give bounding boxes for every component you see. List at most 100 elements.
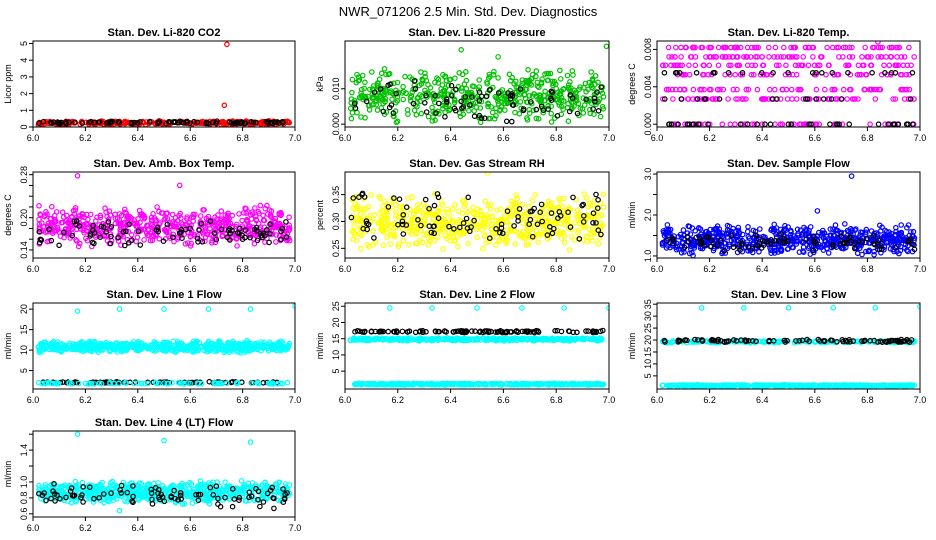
point (807, 233, 813, 239)
point (234, 119, 241, 126)
point (666, 121, 672, 127)
point (591, 336, 598, 343)
point (659, 96, 666, 102)
point (446, 229, 452, 235)
point (519, 201, 526, 208)
point (516, 206, 523, 212)
point (150, 232, 156, 239)
point (248, 226, 255, 232)
series-colored-low (35, 379, 291, 387)
point (111, 345, 118, 352)
point (170, 234, 176, 241)
point (471, 113, 478, 120)
point (439, 102, 446, 109)
point (368, 69, 375, 75)
point (867, 240, 874, 246)
point (506, 207, 512, 213)
point (565, 84, 572, 91)
point (267, 221, 273, 228)
point (383, 109, 390, 116)
point (598, 200, 604, 207)
point (278, 228, 284, 235)
x-tick-label: 6.4 (756, 264, 769, 274)
point (694, 96, 701, 102)
point (402, 223, 409, 229)
point (56, 242, 62, 249)
point (716, 226, 723, 232)
point (549, 89, 556, 96)
point (384, 207, 391, 213)
point (439, 82, 446, 88)
point (221, 349, 227, 356)
point (836, 54, 842, 60)
point (535, 116, 542, 122)
point (771, 247, 778, 254)
point (597, 113, 604, 120)
point (487, 115, 494, 122)
data-points (659, 173, 918, 258)
point (829, 70, 836, 76)
point (393, 209, 399, 215)
point (369, 102, 375, 108)
point (96, 119, 103, 125)
point (42, 380, 49, 387)
point (667, 244, 673, 251)
y-tick-label: 5 (19, 368, 29, 373)
point (409, 216, 416, 222)
point (760, 242, 767, 249)
x-tick-label: 6.0 (27, 264, 40, 274)
point (739, 231, 746, 238)
point (678, 234, 685, 241)
point (565, 118, 572, 125)
point (177, 380, 184, 387)
point (795, 230, 801, 237)
point (158, 343, 164, 350)
y-tick-label: 0 (19, 124, 29, 129)
point (545, 77, 551, 83)
point (365, 203, 372, 210)
point (526, 221, 533, 228)
point (749, 245, 756, 252)
point (174, 345, 181, 352)
point (664, 222, 671, 228)
point (778, 248, 785, 254)
point (789, 244, 796, 251)
point (519, 77, 526, 83)
point (580, 213, 587, 219)
point (257, 202, 264, 209)
point (484, 214, 491, 221)
point (595, 108, 602, 114)
point (385, 71, 392, 78)
point (418, 110, 425, 117)
point (818, 70, 825, 76)
point (770, 226, 777, 232)
point (195, 380, 201, 387)
point (783, 86, 790, 93)
point (267, 211, 274, 218)
y-axis: 0.250.300.35 (331, 186, 345, 257)
point (443, 99, 450, 105)
point (661, 96, 668, 102)
point (893, 237, 900, 243)
panel-title: Stan. Dev. Li-820 CO2 (108, 27, 221, 39)
point (470, 209, 477, 216)
point (350, 195, 357, 201)
point (511, 335, 518, 341)
point (112, 220, 119, 227)
point (366, 337, 373, 344)
point (710, 96, 717, 102)
point (223, 380, 230, 387)
point (224, 343, 231, 349)
point (361, 213, 367, 220)
point (848, 86, 854, 93)
point (711, 70, 718, 76)
point (391, 197, 397, 204)
point (141, 237, 147, 243)
point (227, 220, 234, 227)
point (211, 227, 218, 233)
point (195, 347, 201, 354)
point (467, 102, 473, 108)
point (708, 237, 715, 244)
